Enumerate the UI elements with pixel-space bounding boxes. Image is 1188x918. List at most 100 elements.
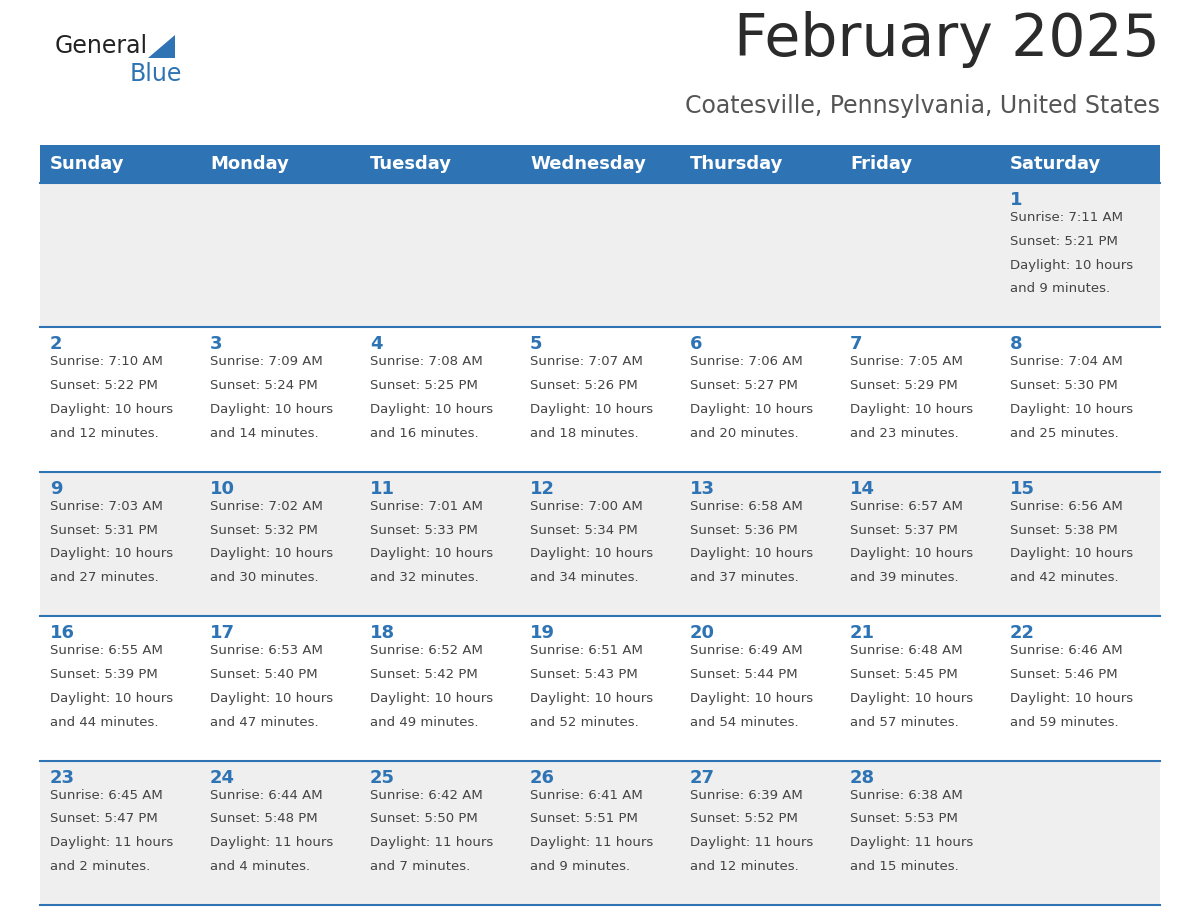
- Text: Daylight: 11 hours: Daylight: 11 hours: [530, 836, 653, 849]
- Text: Daylight: 10 hours: Daylight: 10 hours: [50, 403, 173, 416]
- Text: Sunset: 5:51 PM: Sunset: 5:51 PM: [530, 812, 638, 825]
- Text: Sunrise: 7:03 AM: Sunrise: 7:03 AM: [50, 499, 163, 513]
- Text: and 18 minutes.: and 18 minutes.: [530, 427, 639, 440]
- Text: and 27 minutes.: and 27 minutes.: [50, 571, 159, 584]
- Text: and 12 minutes.: and 12 minutes.: [690, 860, 798, 873]
- Text: and 16 minutes.: and 16 minutes.: [369, 427, 479, 440]
- Text: Sunrise: 7:04 AM: Sunrise: 7:04 AM: [1010, 355, 1123, 368]
- Text: Daylight: 10 hours: Daylight: 10 hours: [50, 547, 173, 561]
- Text: Sunset: 5:52 PM: Sunset: 5:52 PM: [690, 812, 798, 825]
- Text: Sunset: 5:45 PM: Sunset: 5:45 PM: [849, 668, 958, 681]
- Text: and 30 minutes.: and 30 minutes.: [210, 571, 318, 584]
- Text: 27: 27: [690, 768, 715, 787]
- Text: Sunrise: 7:08 AM: Sunrise: 7:08 AM: [369, 355, 482, 368]
- Text: Daylight: 10 hours: Daylight: 10 hours: [210, 692, 333, 705]
- Text: 20: 20: [690, 624, 715, 643]
- Text: and 2 minutes.: and 2 minutes.: [50, 860, 150, 873]
- Text: 1: 1: [1010, 191, 1023, 209]
- Text: and 9 minutes.: and 9 minutes.: [530, 860, 630, 873]
- Text: 13: 13: [690, 480, 715, 498]
- Text: Sunset: 5:21 PM: Sunset: 5:21 PM: [1010, 235, 1118, 248]
- Text: and 44 minutes.: and 44 minutes.: [50, 716, 158, 729]
- Text: Sunrise: 6:55 AM: Sunrise: 6:55 AM: [50, 644, 163, 657]
- Bar: [40, 183, 1159, 328]
- Bar: [40, 472, 1159, 616]
- Text: 18: 18: [369, 624, 396, 643]
- Text: Sunset: 5:31 PM: Sunset: 5:31 PM: [50, 523, 158, 537]
- Text: Sunrise: 6:49 AM: Sunrise: 6:49 AM: [690, 644, 803, 657]
- Text: and 49 minutes.: and 49 minutes.: [369, 716, 479, 729]
- Bar: [1000, 145, 1159, 183]
- Text: Sunset: 5:38 PM: Sunset: 5:38 PM: [1010, 523, 1118, 537]
- Text: 9: 9: [50, 480, 63, 498]
- Text: and 14 minutes.: and 14 minutes.: [210, 427, 318, 440]
- Text: Daylight: 11 hours: Daylight: 11 hours: [849, 836, 973, 849]
- Text: Saturday: Saturday: [1010, 155, 1101, 173]
- Text: 15: 15: [1010, 480, 1035, 498]
- Text: Daylight: 10 hours: Daylight: 10 hours: [530, 403, 653, 416]
- Text: Daylight: 10 hours: Daylight: 10 hours: [369, 692, 493, 705]
- Text: and 23 minutes.: and 23 minutes.: [849, 427, 959, 440]
- Text: Sunset: 5:42 PM: Sunset: 5:42 PM: [369, 668, 478, 681]
- Text: Sunrise: 6:51 AM: Sunrise: 6:51 AM: [530, 644, 643, 657]
- Text: Sunrise: 6:44 AM: Sunrise: 6:44 AM: [210, 789, 323, 801]
- Text: Sunset: 5:53 PM: Sunset: 5:53 PM: [849, 812, 958, 825]
- Text: and 20 minutes.: and 20 minutes.: [690, 427, 798, 440]
- Text: Daylight: 10 hours: Daylight: 10 hours: [210, 403, 333, 416]
- Text: Sunset: 5:47 PM: Sunset: 5:47 PM: [50, 812, 158, 825]
- Text: Sunset: 5:32 PM: Sunset: 5:32 PM: [210, 523, 318, 537]
- Text: 11: 11: [369, 480, 394, 498]
- Text: 23: 23: [50, 768, 75, 787]
- Text: Sunrise: 6:58 AM: Sunrise: 6:58 AM: [690, 499, 803, 513]
- Text: Daylight: 11 hours: Daylight: 11 hours: [690, 836, 814, 849]
- Text: Tuesday: Tuesday: [369, 155, 451, 173]
- Text: 14: 14: [849, 480, 876, 498]
- Text: Sunset: 5:43 PM: Sunset: 5:43 PM: [530, 668, 638, 681]
- Text: Sunrise: 6:52 AM: Sunrise: 6:52 AM: [369, 644, 482, 657]
- Text: Coatesville, Pennsylvania, United States: Coatesville, Pennsylvania, United States: [685, 94, 1159, 118]
- Bar: [680, 145, 840, 183]
- Text: Sunrise: 6:38 AM: Sunrise: 6:38 AM: [849, 789, 962, 801]
- Text: and 52 minutes.: and 52 minutes.: [530, 716, 639, 729]
- Text: Sunrise: 7:07 AM: Sunrise: 7:07 AM: [530, 355, 643, 368]
- Text: Daylight: 10 hours: Daylight: 10 hours: [1010, 692, 1133, 705]
- Text: Sunrise: 7:10 AM: Sunrise: 7:10 AM: [50, 355, 163, 368]
- Text: Daylight: 10 hours: Daylight: 10 hours: [50, 692, 173, 705]
- Text: 26: 26: [530, 768, 555, 787]
- Text: Sunset: 5:22 PM: Sunset: 5:22 PM: [50, 379, 158, 392]
- Bar: [520, 145, 680, 183]
- Text: Daylight: 11 hours: Daylight: 11 hours: [210, 836, 334, 849]
- Text: Sunrise: 6:48 AM: Sunrise: 6:48 AM: [849, 644, 962, 657]
- Bar: [40, 616, 1159, 761]
- Text: Sunrise: 6:39 AM: Sunrise: 6:39 AM: [690, 789, 803, 801]
- Bar: [840, 145, 1000, 183]
- Text: Daylight: 10 hours: Daylight: 10 hours: [1010, 547, 1133, 561]
- Text: 12: 12: [530, 480, 555, 498]
- Text: 25: 25: [369, 768, 394, 787]
- Text: and 39 minutes.: and 39 minutes.: [849, 571, 959, 584]
- Text: Sunrise: 7:02 AM: Sunrise: 7:02 AM: [210, 499, 323, 513]
- Text: Sunrise: 6:46 AM: Sunrise: 6:46 AM: [1010, 644, 1123, 657]
- Text: Sunrise: 7:05 AM: Sunrise: 7:05 AM: [849, 355, 963, 368]
- Text: 7: 7: [849, 335, 862, 353]
- Text: Daylight: 10 hours: Daylight: 10 hours: [210, 547, 333, 561]
- Text: 3: 3: [210, 335, 222, 353]
- Text: Sunset: 5:25 PM: Sunset: 5:25 PM: [369, 379, 478, 392]
- Text: Sunset: 5:24 PM: Sunset: 5:24 PM: [210, 379, 317, 392]
- Text: Sunset: 5:30 PM: Sunset: 5:30 PM: [1010, 379, 1118, 392]
- Text: and 54 minutes.: and 54 minutes.: [690, 716, 798, 729]
- Text: Daylight: 11 hours: Daylight: 11 hours: [369, 836, 493, 849]
- Text: 19: 19: [530, 624, 555, 643]
- Text: Sunrise: 7:09 AM: Sunrise: 7:09 AM: [210, 355, 323, 368]
- Text: and 12 minutes.: and 12 minutes.: [50, 427, 159, 440]
- Bar: [40, 328, 1159, 472]
- Text: Thursday: Thursday: [690, 155, 783, 173]
- Text: Sunrise: 6:42 AM: Sunrise: 6:42 AM: [369, 789, 482, 801]
- Text: Daylight: 10 hours: Daylight: 10 hours: [530, 692, 653, 705]
- Text: Sunset: 5:44 PM: Sunset: 5:44 PM: [690, 668, 797, 681]
- Text: Sunset: 5:37 PM: Sunset: 5:37 PM: [849, 523, 958, 537]
- Text: Sunrise: 6:53 AM: Sunrise: 6:53 AM: [210, 644, 323, 657]
- Bar: [360, 145, 520, 183]
- Text: and 4 minutes.: and 4 minutes.: [210, 860, 310, 873]
- Text: Sunrise: 6:45 AM: Sunrise: 6:45 AM: [50, 789, 163, 801]
